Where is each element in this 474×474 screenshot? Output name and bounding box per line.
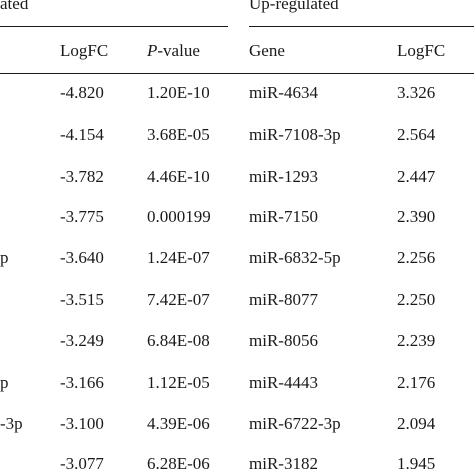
up-gene-cell: miR-7108-3p [249,125,341,144]
up-logfc-cell: 2.256 [397,248,436,267]
up-gene-cell: miR-6832-5p [249,248,341,267]
up-gene-cell: miR-6722-3p [249,414,341,433]
up-logfc-cell: 2.390 [397,207,436,226]
up-gene-cell: miR-3182 [249,454,318,473]
up-gene-cell: miR-8056 [249,331,318,350]
down-gene-cell: p [0,373,9,392]
up-gene-cell: miR-4634 [249,83,318,102]
down-logfc-cell: -3.782 [60,167,104,186]
column-header-down-pvalue: P-value [147,41,200,61]
down-pvalue-cell: 3.68E-05 [147,125,210,144]
pvalue-italic-p: P [147,41,158,60]
up-logfc-cell: 2.239 [397,331,436,350]
column-header-down-logfc: LogFC [60,41,109,60]
down-pvalue-cell: 0.000199 [147,207,211,226]
pvalue-suffix: -value [157,41,200,60]
down-pvalue-cell: 1.20E-10 [147,83,210,102]
up-gene-cell: miR-1293 [249,167,318,186]
down-pvalue-cell: 7.42E-07 [147,290,210,309]
group-rule-down [0,26,228,27]
up-logfc-cell: 1.945 [397,454,436,473]
down-logfc-cell: -4.820 [60,83,104,102]
down-logfc-cell: -3.775 [60,207,104,226]
up-logfc-cell: 2.250 [397,290,436,309]
up-gene-cell: miR-8077 [249,290,318,309]
group-rule-up [249,26,474,27]
group-header-up-regulated: Up-regulated [249,0,339,13]
down-gene-cell: -3p [0,414,23,433]
up-gene-cell: miR-4443 [249,373,318,392]
down-logfc-cell: -3.249 [60,331,104,350]
down-pvalue-cell: 1.12E-05 [147,373,210,392]
column-header-up-gene: Gene [249,41,285,60]
header-bottom-rule [0,73,474,74]
down-pvalue-cell: 6.28E-06 [147,454,210,473]
down-pvalue-cell: 4.39E-06 [147,414,210,433]
up-logfc-cell: 3.326 [397,83,436,102]
down-logfc-cell: -3.077 [60,454,104,473]
up-logfc-cell: 2.176 [397,373,436,392]
down-logfc-cell: -3.166 [60,373,104,392]
up-logfc-cell: 2.094 [397,414,436,433]
down-pvalue-cell: 4.46E-10 [147,167,210,186]
down-pvalue-cell: 6.84E-08 [147,331,210,350]
column-header-up-logfc: LogFC [397,41,446,60]
down-logfc-cell: -3.640 [60,248,104,267]
up-logfc-cell: 2.564 [397,125,436,144]
down-logfc-cell: -3.100 [60,414,104,433]
down-gene-cell: p [0,248,9,267]
group-header-down-regulated: ated [0,0,29,13]
down-logfc-cell: -3.515 [60,290,104,309]
down-pvalue-cell: 1.24E-07 [147,248,210,267]
down-logfc-cell: -4.154 [60,125,104,144]
up-logfc-cell: 2.447 [397,167,436,186]
up-gene-cell: miR-7150 [249,207,318,226]
